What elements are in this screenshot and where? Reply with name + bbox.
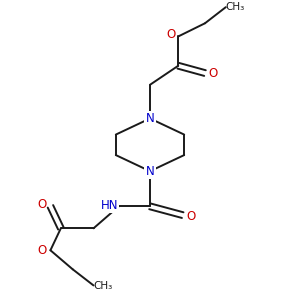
Text: O: O — [209, 67, 218, 80]
Text: CH₃: CH₃ — [226, 2, 245, 12]
Text: N: N — [146, 165, 154, 178]
Text: O: O — [186, 210, 196, 223]
Text: HN: HN — [100, 199, 118, 212]
Text: CH₃: CH₃ — [93, 281, 113, 291]
Text: O: O — [38, 198, 47, 212]
Text: N: N — [146, 112, 154, 125]
Text: O: O — [38, 244, 47, 257]
Text: O: O — [166, 28, 176, 40]
